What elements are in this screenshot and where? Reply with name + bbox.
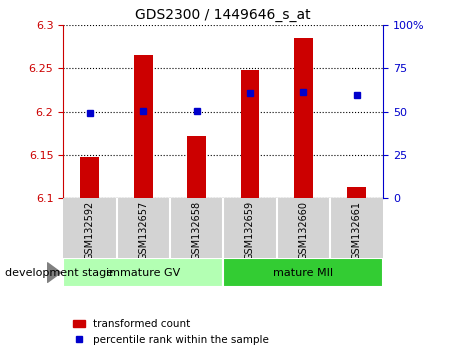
Bar	[80, 156, 99, 198]
Text: GSM132659: GSM132659	[245, 201, 255, 261]
Legend: transformed count, percentile rank within the sample: transformed count, percentile rank withi…	[69, 315, 273, 349]
Text: GSM132658: GSM132658	[192, 201, 202, 261]
Text: development stage: development stage	[5, 268, 113, 278]
Text: GSM132661: GSM132661	[352, 201, 362, 260]
Bar	[294, 38, 313, 198]
Bar	[63, 258, 223, 287]
Bar	[240, 70, 259, 198]
Bar	[187, 136, 206, 198]
Title: GDS2300 / 1449646_s_at: GDS2300 / 1449646_s_at	[135, 8, 311, 22]
Text: GSM132660: GSM132660	[298, 201, 308, 260]
Text: GSM132592: GSM132592	[85, 201, 95, 261]
Text: immature GV: immature GV	[106, 268, 180, 278]
Bar	[134, 55, 152, 198]
Polygon shape	[47, 263, 61, 282]
Bar	[223, 258, 383, 287]
Bar	[347, 187, 366, 198]
Text: GSM132657: GSM132657	[138, 201, 148, 261]
Text: mature MII: mature MII	[273, 268, 333, 278]
